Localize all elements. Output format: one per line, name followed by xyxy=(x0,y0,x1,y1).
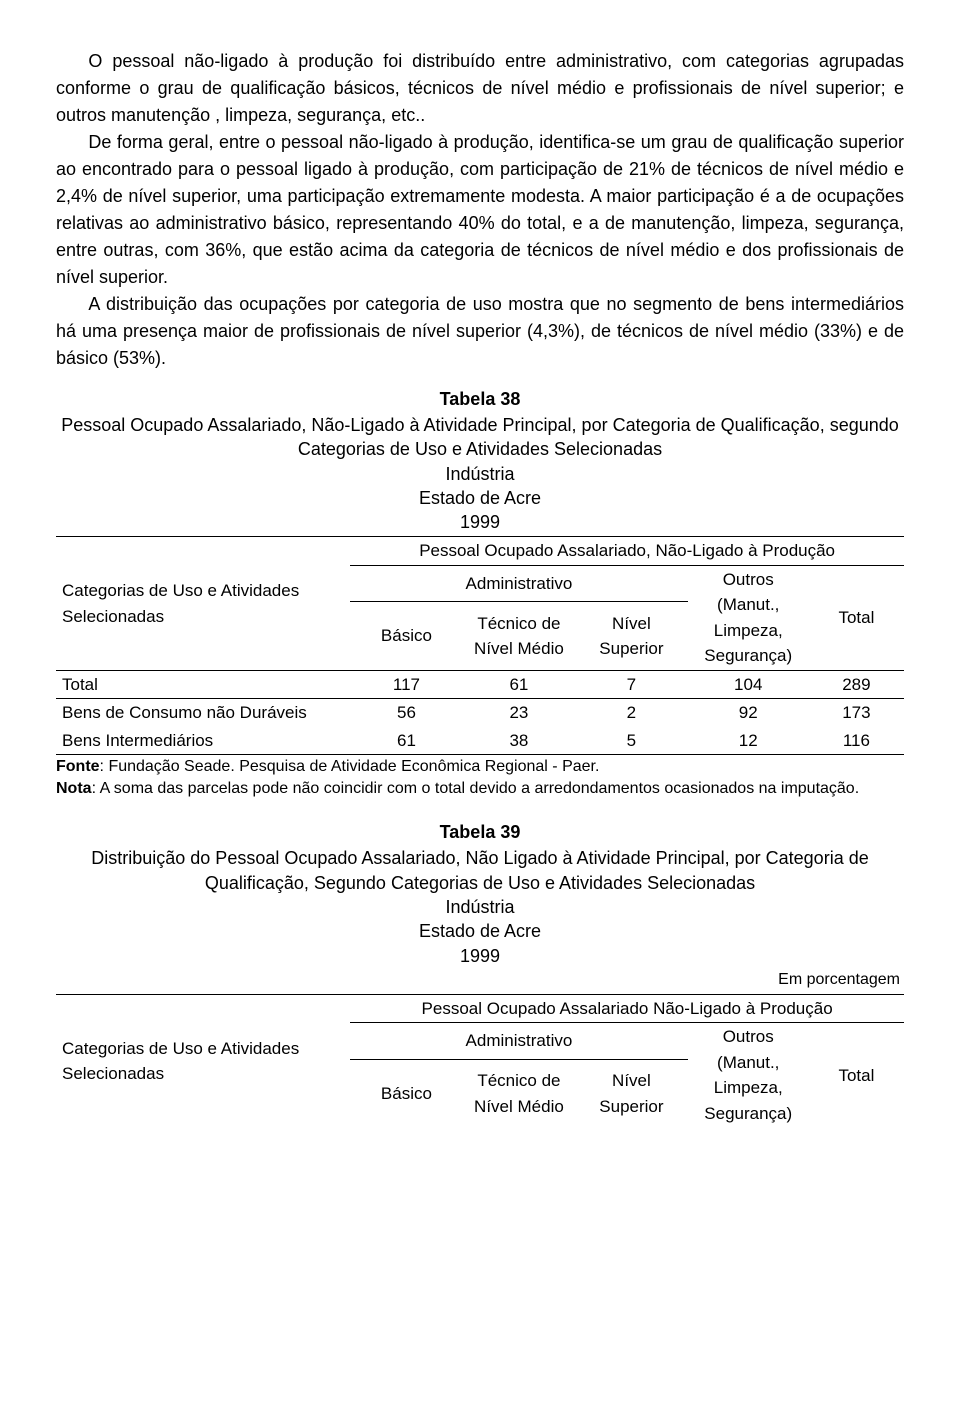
table-38-context-3: 1999 xyxy=(56,510,904,534)
cell: 12 xyxy=(688,727,809,755)
cell: 23 xyxy=(463,699,575,727)
cell: 173 xyxy=(809,699,904,727)
table-38-note: Nota: A soma das parcelas pode não coinc… xyxy=(56,779,904,799)
col-outros: Outros (Manut., Limpeza, Segurança) xyxy=(688,565,809,670)
table-39-unit: Em porcentagem xyxy=(56,968,904,992)
paragraph-2: De forma geral, entre o pessoal não-liga… xyxy=(56,129,904,291)
table-38-context-2: Estado de Acre xyxy=(56,486,904,510)
col-total: Total xyxy=(809,1023,904,1128)
paragraph-3: A distribuição das ocupações por categor… xyxy=(56,291,904,372)
table-38: Categorias de Uso e Atividades Seleciona… xyxy=(56,536,904,755)
table-39-context-1: Indústria xyxy=(56,895,904,919)
cell: 56 xyxy=(350,699,462,727)
row-header-label: Categorias de Uso e Atividades Seleciona… xyxy=(56,537,350,671)
table-row-label: Total xyxy=(56,670,350,699)
table-38-title: Tabela 38 xyxy=(56,386,904,413)
paragraph-1: O pessoal não-ligado à produção foi dist… xyxy=(56,48,904,129)
col-outros: Outros (Manut., Limpeza, Segurança) xyxy=(688,1023,809,1128)
col-tecnico: Técnico de Nível Médio xyxy=(463,602,575,671)
table-39-subtitle: Distribuição do Pessoal Ocupado Assalari… xyxy=(56,846,904,895)
col-superior: Nível Superior xyxy=(575,602,687,671)
col-superior: Nível Superior xyxy=(575,1059,687,1127)
col-basico: Básico xyxy=(350,1059,462,1127)
cell: 104 xyxy=(688,670,809,699)
cell: 38 xyxy=(463,727,575,755)
cell: 117 xyxy=(350,670,462,699)
table-row-label: Bens de Consumo não Duráveis xyxy=(56,699,350,727)
table-38-source: Fonte: Fonte: Fundação Seade. Pesquisa d… xyxy=(56,757,904,777)
col-tecnico: Técnico de Nível Médio xyxy=(463,1059,575,1127)
table-row-label: Bens Intermediários xyxy=(56,727,350,755)
table-39-title: Tabela 39 xyxy=(56,819,904,846)
col-group-admin: Administrativo xyxy=(350,565,687,601)
cell: 61 xyxy=(350,727,462,755)
col-group-top: Pessoal Ocupado Assalariado, Não-Ligado … xyxy=(350,537,904,566)
table-38-subtitle: Pessoal Ocupado Assalariado, Não-Ligado … xyxy=(56,413,904,462)
table-39-block: Tabela 39 Distribuição do Pessoal Ocupad… xyxy=(56,819,904,1127)
cell: 116 xyxy=(809,727,904,755)
cell: 5 xyxy=(575,727,687,755)
cell: 92 xyxy=(688,699,809,727)
table-39: Categorias de Uso e Atividades Seleciona… xyxy=(56,994,904,1128)
col-total: Total xyxy=(809,565,904,670)
cell: 2 xyxy=(575,699,687,727)
cell: 7 xyxy=(575,670,687,699)
table-38-context-1: Indústria xyxy=(56,462,904,486)
col-group-admin: Administrativo xyxy=(350,1023,687,1059)
col-basico: Básico xyxy=(350,602,462,671)
cell: 61 xyxy=(463,670,575,699)
table-39-context-2: Estado de Acre xyxy=(56,919,904,943)
col-group-top: Pessoal Ocupado Assalariado Não-Ligado à… xyxy=(350,994,904,1023)
row-header-label: Categorias de Uso e Atividades Seleciona… xyxy=(56,994,350,1127)
cell: 289 xyxy=(809,670,904,699)
table-38-block: Tabela 38 Pessoal Ocupado Assalariado, N… xyxy=(56,386,904,799)
table-39-context-3: 1999 xyxy=(56,944,904,968)
